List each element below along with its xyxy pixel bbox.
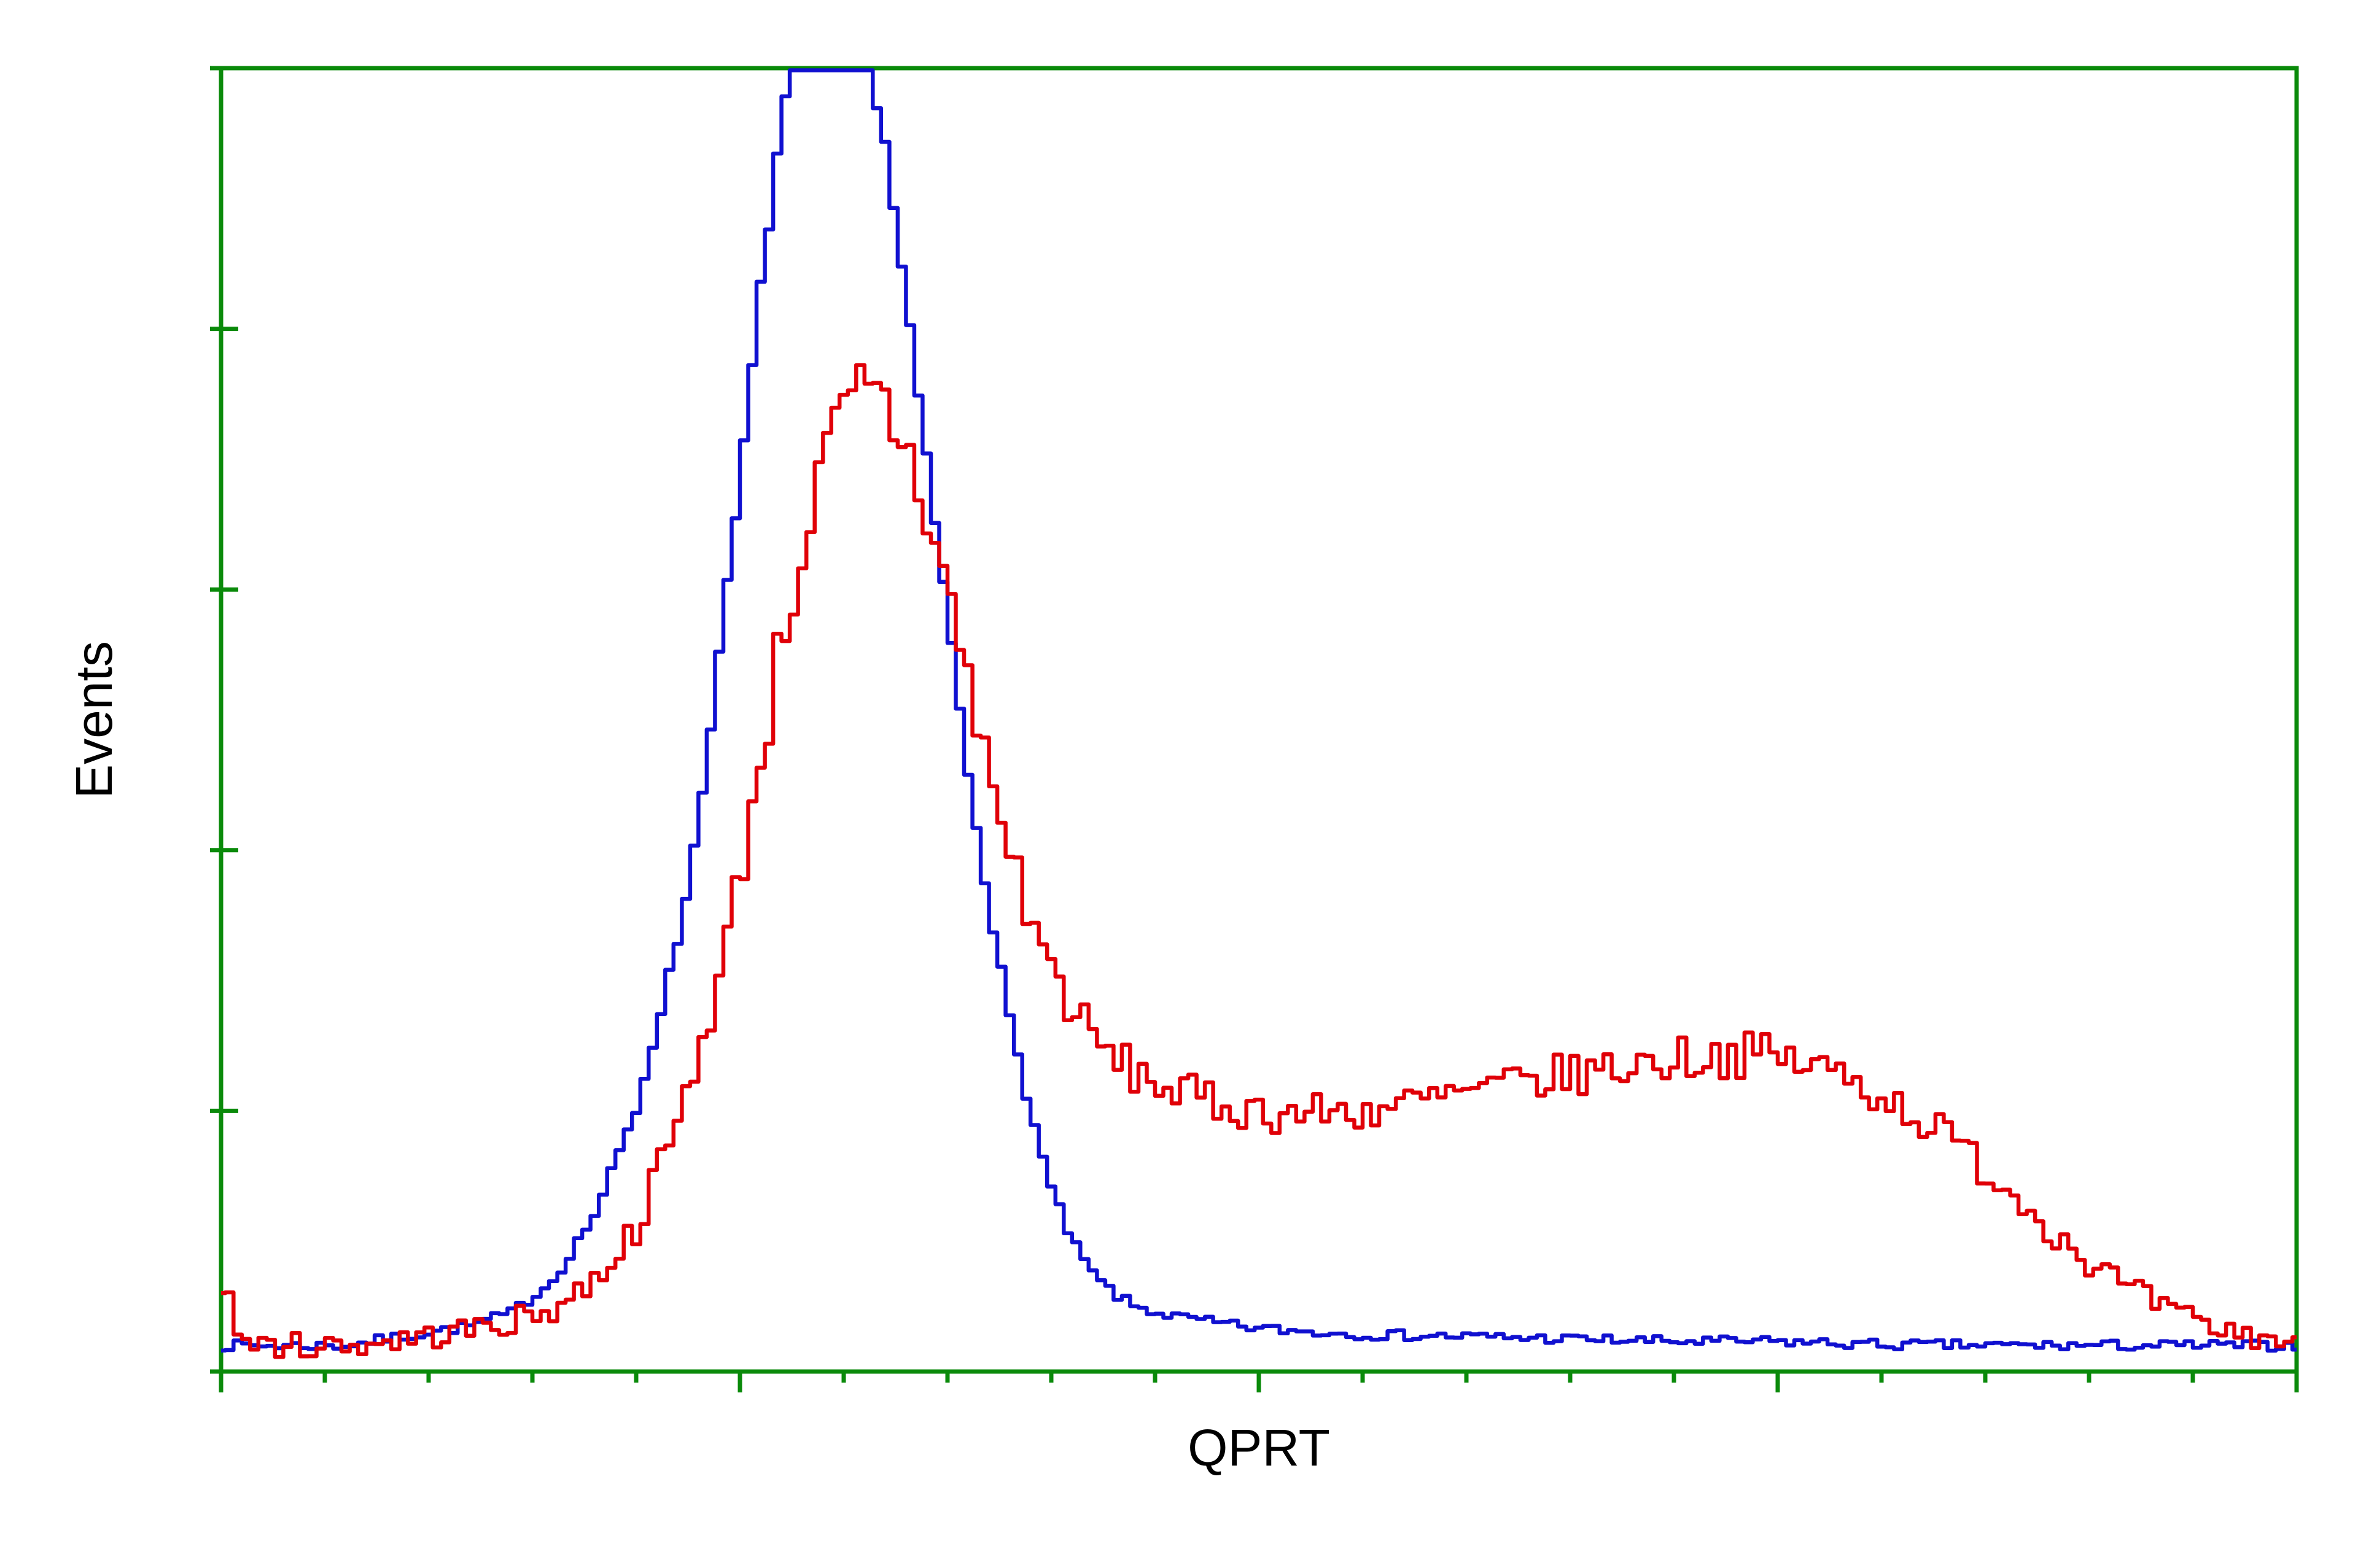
- chart-container: QPRT Events: [0, 0, 2358, 1568]
- x-axis-ticks: [221, 1372, 2297, 1392]
- y-axis-label: Events: [65, 641, 123, 799]
- plot-area: [221, 68, 2297, 1372]
- flow-cytometry-histogram: QPRT Events: [0, 1, 2358, 1568]
- x-axis-label: QPRT: [1188, 1418, 1330, 1476]
